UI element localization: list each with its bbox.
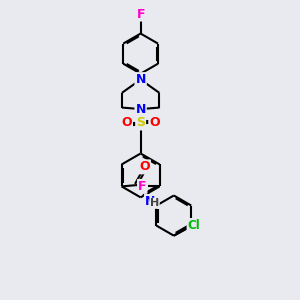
Text: O: O: [139, 160, 150, 173]
Text: Cl: Cl: [188, 219, 200, 232]
Text: N: N: [135, 103, 146, 116]
Text: F: F: [136, 8, 145, 20]
Text: H: H: [150, 198, 159, 208]
Text: O: O: [122, 116, 132, 130]
Text: F: F: [138, 180, 146, 193]
Text: N: N: [145, 195, 155, 208]
Text: N: N: [135, 73, 146, 86]
Text: O: O: [149, 116, 160, 130]
Text: S: S: [136, 116, 145, 130]
